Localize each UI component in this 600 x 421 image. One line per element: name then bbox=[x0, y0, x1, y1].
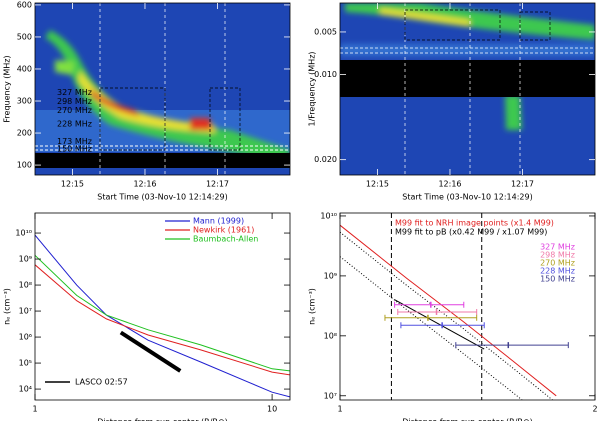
y-tick-label: 10⁸ bbox=[19, 281, 32, 290]
band-label: 150 MHz bbox=[57, 145, 92, 154]
spectrogram-image bbox=[35, 3, 290, 175]
y-tick-label: 10⁷ bbox=[19, 307, 32, 316]
y-axis-label: nₑ (cm⁻³) bbox=[3, 288, 12, 325]
y-axis-label: nₑ (cm⁻³) bbox=[308, 288, 317, 325]
legend-label: Newkirk (1961) bbox=[193, 226, 254, 235]
line bbox=[119, 330, 182, 373]
line bbox=[340, 256, 523, 400]
y-tick-label: 10⁷ bbox=[324, 391, 337, 400]
x-tick-label: 12:17 bbox=[206, 180, 229, 189]
y-tick-label: 0.005 bbox=[314, 27, 337, 36]
frame bbox=[34, 212, 291, 401]
x-axis-label: Distance from sun center (R/R⊙) bbox=[402, 418, 533, 421]
legend-label: 327 MHz bbox=[540, 243, 575, 252]
legend-label: 270 MHz bbox=[540, 259, 575, 268]
line bbox=[35, 234, 290, 398]
y-tick-label: 600 bbox=[17, 0, 32, 9]
x-axis-label: Distance from sun center (R/R⊙) bbox=[97, 418, 228, 421]
band-label: 228 MHz bbox=[57, 120, 92, 129]
x-tick-label: 12:15 bbox=[366, 180, 389, 189]
x-tick-label: 12:16 bbox=[438, 180, 461, 189]
legend-label: 228 MHz bbox=[540, 267, 575, 276]
x-axis-label: Start Time (03-Nov-10 12:14:29) bbox=[97, 193, 227, 202]
y-tick-label: 10¹⁰ bbox=[15, 229, 32, 238]
y-tick-label: 200 bbox=[17, 129, 32, 138]
legend-label: M99 fit to pB (x0.42 M99 / x1.07 M99) bbox=[395, 228, 547, 237]
plot-area bbox=[340, 213, 569, 400]
frame bbox=[339, 2, 596, 176]
line bbox=[340, 231, 554, 400]
legend-label: 150 MHz bbox=[540, 275, 575, 284]
legend-label: 298 MHz bbox=[540, 251, 575, 260]
x-tick-label: 2 bbox=[592, 405, 597, 414]
legend-label: Mann (1999) bbox=[193, 217, 244, 226]
y-tick-label: 10⁹ bbox=[19, 255, 32, 264]
x-tick-label: 12:16 bbox=[133, 180, 156, 189]
y-tick-label: 100 bbox=[17, 161, 32, 170]
y-axis-label: 1/Frequency (MHz) bbox=[308, 51, 317, 126]
y-tick-label: 10⁹ bbox=[324, 271, 337, 280]
y-axis-label: Frequency (MHz) bbox=[3, 55, 12, 122]
legend-label: Baumbach-Allen bbox=[193, 235, 258, 244]
x-tick-label: 1 bbox=[32, 405, 37, 414]
frame bbox=[339, 212, 596, 401]
x-tick-label: 1 bbox=[337, 405, 342, 414]
x-tick-label: 10 bbox=[267, 405, 277, 414]
frame bbox=[34, 2, 291, 176]
y-tick-label: 300 bbox=[17, 97, 32, 106]
y-tick-label: 10⁶ bbox=[19, 333, 32, 342]
x-tick-label: 12:15 bbox=[61, 180, 84, 189]
band-label: 173 MHz bbox=[57, 137, 92, 146]
x-axis-label: Start Time (03-Nov-10 12:14:29) bbox=[402, 193, 532, 202]
y-tick-label: 10⁴ bbox=[19, 385, 32, 394]
y-tick-label: 10⁵ bbox=[19, 359, 32, 368]
x-tick-label: 12:17 bbox=[511, 180, 534, 189]
legend-label: LASCO 02:57 bbox=[75, 378, 128, 387]
plot-area bbox=[35, 234, 290, 398]
band-label: 327 MHz bbox=[57, 88, 92, 97]
y-tick-label: 400 bbox=[17, 64, 32, 73]
band-label: 298 MHz bbox=[57, 97, 92, 106]
band-label: 270 MHz bbox=[57, 106, 92, 115]
y-tick-label: 10⁸ bbox=[324, 331, 337, 340]
y-tick-label: 0.010 bbox=[314, 70, 337, 79]
line bbox=[394, 299, 485, 350]
line bbox=[340, 224, 557, 397]
line bbox=[35, 264, 290, 376]
spectrogram-image bbox=[340, 3, 595, 175]
y-tick-label: 500 bbox=[17, 32, 32, 41]
y-tick-label: 10¹⁰ bbox=[320, 211, 337, 220]
line bbox=[35, 254, 290, 372]
y-tick-label: 0.020 bbox=[314, 155, 337, 164]
legend-label: M99 fit to NRH image points (x1.4 M99) bbox=[395, 219, 554, 228]
